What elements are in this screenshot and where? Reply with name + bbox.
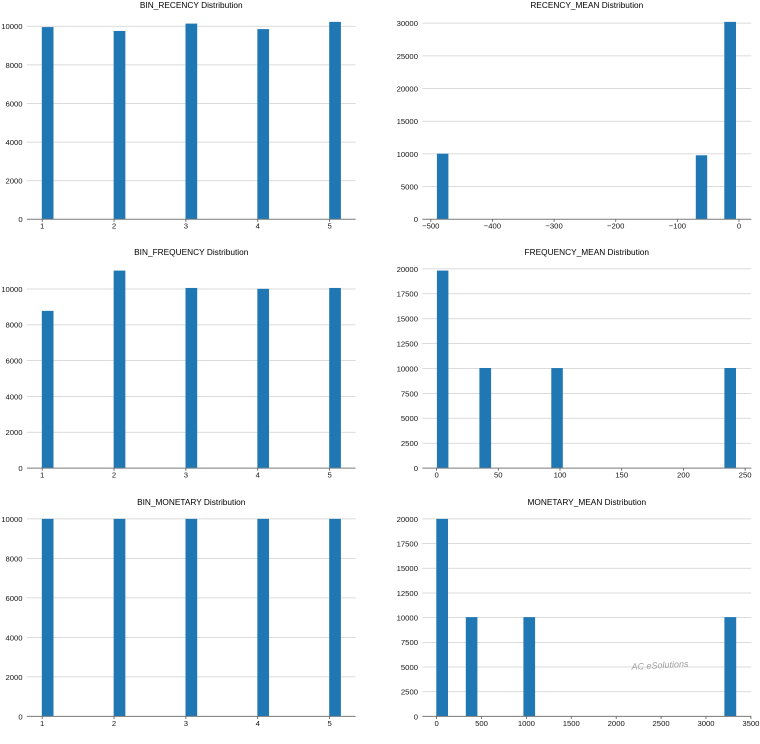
svg-text:4000: 4000 xyxy=(5,392,22,401)
svg-text:0: 0 xyxy=(18,215,22,224)
svg-text:3000: 3000 xyxy=(697,719,714,728)
svg-text:FREQUENCY_MEAN Distribution: FREQUENCY_MEAN Distribution xyxy=(525,247,650,257)
svg-text:5: 5 xyxy=(327,222,331,231)
svg-text:8000: 8000 xyxy=(5,61,22,70)
svg-text:0: 0 xyxy=(434,471,438,480)
svg-text:3500: 3500 xyxy=(742,719,759,728)
svg-text:3: 3 xyxy=(184,471,188,480)
svg-text:30000: 30000 xyxy=(397,19,418,28)
svg-text:5000: 5000 xyxy=(401,414,418,423)
svg-text:15000: 15000 xyxy=(397,315,418,324)
svg-text:150: 150 xyxy=(615,471,628,480)
svg-text:BIN_MONETARY Distribution: BIN_MONETARY Distribution xyxy=(137,497,246,507)
svg-text:12500: 12500 xyxy=(397,339,418,348)
svg-text:250: 250 xyxy=(739,471,752,480)
svg-text:2000: 2000 xyxy=(608,719,625,728)
svg-text:4: 4 xyxy=(256,222,261,231)
svg-text:25000: 25000 xyxy=(397,52,418,61)
svg-text:500: 500 xyxy=(475,719,488,728)
svg-text:6000: 6000 xyxy=(5,99,22,108)
svg-text:17500: 17500 xyxy=(397,290,418,299)
svg-text:15000: 15000 xyxy=(397,117,418,126)
svg-text:10000: 10000 xyxy=(397,614,418,623)
svg-text:3: 3 xyxy=(184,222,188,231)
svg-text:5: 5 xyxy=(327,471,331,480)
svg-text:2000: 2000 xyxy=(5,673,22,682)
svg-text:5000: 5000 xyxy=(401,663,418,672)
svg-text:1500: 1500 xyxy=(563,719,580,728)
svg-text:10000: 10000 xyxy=(1,515,22,524)
svg-text:4: 4 xyxy=(256,471,261,480)
svg-text:0: 0 xyxy=(414,215,418,224)
svg-text:8000: 8000 xyxy=(5,554,22,563)
svg-text:0: 0 xyxy=(414,464,418,473)
svg-text:12500: 12500 xyxy=(397,589,418,598)
svg-text:20000: 20000 xyxy=(397,84,418,93)
svg-text:200: 200 xyxy=(677,471,690,480)
svg-text:10000: 10000 xyxy=(397,364,418,373)
svg-text:−200: −200 xyxy=(607,222,624,231)
svg-text:4000: 4000 xyxy=(5,633,22,642)
svg-text:3: 3 xyxy=(184,719,188,728)
svg-text:0: 0 xyxy=(737,222,741,231)
svg-text:5000: 5000 xyxy=(401,183,418,192)
svg-text:7500: 7500 xyxy=(401,389,418,398)
svg-text:20000: 20000 xyxy=(397,265,418,274)
svg-text:17500: 17500 xyxy=(397,539,418,548)
svg-text:1000: 1000 xyxy=(518,719,535,728)
svg-text:15000: 15000 xyxy=(397,564,418,573)
svg-text:10000: 10000 xyxy=(1,22,22,31)
svg-text:BIN_FREQUENCY Distribution: BIN_FREQUENCY Distribution xyxy=(134,247,249,257)
svg-text:0: 0 xyxy=(18,464,22,473)
svg-text:6000: 6000 xyxy=(5,357,22,366)
svg-text:−300: −300 xyxy=(545,222,562,231)
svg-text:0: 0 xyxy=(414,712,418,721)
svg-text:5: 5 xyxy=(327,719,331,728)
svg-text:2500: 2500 xyxy=(401,688,418,697)
svg-text:−400: −400 xyxy=(484,222,501,231)
svg-text:4000: 4000 xyxy=(5,138,22,147)
svg-text:10000: 10000 xyxy=(397,150,418,159)
svg-text:0: 0 xyxy=(434,719,438,728)
svg-text:20000: 20000 xyxy=(397,515,418,524)
svg-text:10000: 10000 xyxy=(1,285,22,294)
svg-text:8000: 8000 xyxy=(5,321,22,330)
svg-text:−100: −100 xyxy=(669,222,686,231)
svg-text:BIN_RECENCY Distribution: BIN_RECENCY Distribution xyxy=(140,0,243,10)
svg-text:0: 0 xyxy=(18,712,22,721)
svg-text:2: 2 xyxy=(112,222,116,231)
svg-text:MONETARY_MEAN Distribution: MONETARY_MEAN Distribution xyxy=(527,497,646,507)
svg-text:RECENCY_MEAN Distribution: RECENCY_MEAN Distribution xyxy=(530,0,643,10)
svg-text:2500: 2500 xyxy=(653,719,670,728)
svg-text:2000: 2000 xyxy=(5,428,22,437)
svg-text:4: 4 xyxy=(256,719,261,728)
svg-text:2: 2 xyxy=(112,471,116,480)
svg-text:6000: 6000 xyxy=(5,594,22,603)
svg-text:100: 100 xyxy=(554,471,567,480)
svg-text:50: 50 xyxy=(494,471,503,480)
svg-text:2000: 2000 xyxy=(5,177,22,186)
svg-text:1: 1 xyxy=(40,719,44,728)
svg-text:1: 1 xyxy=(40,471,44,480)
svg-text:7500: 7500 xyxy=(401,638,418,647)
svg-text:−500: −500 xyxy=(422,222,439,231)
svg-text:1: 1 xyxy=(40,222,44,231)
svg-text:2: 2 xyxy=(112,719,116,728)
svg-text:AC eSolutions: AC eSolutions xyxy=(630,659,689,672)
svg-text:2500: 2500 xyxy=(401,439,418,448)
